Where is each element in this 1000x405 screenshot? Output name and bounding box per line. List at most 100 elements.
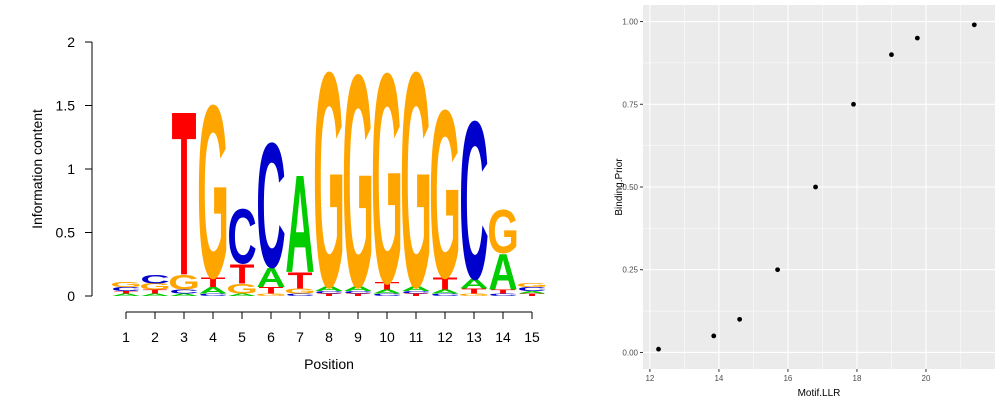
logo-letter-G: G [487,198,519,267]
logo-letter-A: A [459,276,488,292]
logo-letter-T: T [230,258,255,289]
logo-letter-T: T [288,268,313,294]
logo-y-tick-label: 2 [67,34,75,50]
scatter-x-tick-label: 20 [922,374,931,383]
logo-letter-G: G [313,10,345,352]
scatter-point [889,52,894,58]
logo-letter-T: T [201,275,226,291]
logo-letter-A: A [198,286,227,296]
logo-letter-C: C [517,286,546,292]
scatter-y-axis-label: Binding.Prior [614,158,625,216]
logo-letter-C: C [169,289,198,295]
logo-letter-G: G [284,287,316,295]
logo-letter-C: C [285,293,315,297]
logo-y-tick-label: 1 [67,161,75,177]
scatter-point [971,22,977,28]
logo-x-tick-label: 14 [495,329,511,345]
logo-x-tick-label: 1 [122,329,130,345]
scatter-y-tick-label: 0.75 [622,100,638,109]
logo-letter-C: C [459,75,488,327]
logo-letter-A: A [517,290,547,294]
logo-letter-C: C [343,290,373,294]
logo-letter-G: G [139,282,171,292]
logo-letter-A: A [401,285,430,293]
logo-letter-G: G [371,12,403,347]
logo-letter-C: C [488,293,518,297]
scatter-point [851,101,856,107]
logo-letter-C: C [401,290,431,294]
scatter-y-tick-label: 1.00 [622,18,638,27]
logo-letter-G: G [255,293,287,297]
scatter-plot-panel: 0.00 0.25 0.50 0.75 1.00 12 14 16 18 20 Motif.LLR B… [570,0,1000,400]
logo-letter-T: T [520,293,545,297]
logo-letter-A: A [227,293,257,297]
logo-letter-C: C [372,293,402,297]
logo-y-tick-label: 0 [67,288,75,304]
logo-letter-G: G [197,54,229,330]
logo-letter-G: G [400,10,432,352]
scatter-x-axis-label: Motif.LLR [798,388,841,399]
logo-x-tick-label: 8 [325,329,333,345]
logo-y-axis-label: Information content [29,109,45,229]
logo-x-tick-label: 12 [437,329,453,345]
logo-letter-A: A [140,293,170,297]
logo-y-tick-label: 1.5 [56,98,76,114]
logo-letter-G: G [516,283,548,289]
logo-letter-T: T [375,280,400,292]
logo-letter-A: A [488,243,517,301]
logo-letter-T: T [404,293,429,297]
logo-x-tick-label: 11 [409,329,424,345]
logo-letter-C: C [430,293,460,297]
logo-x-tick-label: 3 [180,329,188,345]
logo-letter-C: C [227,194,256,280]
logo-letter-A: A [430,289,459,295]
logo-x-tick-label: 13 [466,329,482,345]
logo-x-axis-label: Position [304,356,354,372]
logo-letter-C: C [256,107,285,306]
scatter-x-tick-label: 12 [645,374,654,383]
scatter-point [775,267,780,273]
logo-letter-T: T [172,63,197,325]
logo-letter-T: T [143,289,168,295]
logo-letter-T: T [462,287,487,295]
logo-letter-A: A [111,293,141,297]
logo-letter-T: T [114,290,139,294]
logo-letter-A: A [314,285,343,293]
logo-letter-A: A [256,262,285,293]
logo-letter-G: G [110,281,142,289]
logo-letter-A: A [372,289,401,295]
logo-letter-T: T [259,286,284,296]
logo-letter-G: G [429,61,461,329]
logo-x-tick-label: 15 [524,329,540,345]
logo-letter-G: G [342,11,374,350]
logo-letter-T: T [491,289,516,295]
logo-letter-A: A [343,285,372,293]
logo-letter-T: T [346,293,371,297]
scatter-x-tick-label: 18 [853,374,862,383]
logo-letter-A: A [285,146,314,302]
logo-letter-G: G [226,281,258,297]
scatter-y-tick-label: 0.25 [622,266,638,275]
logo-x-tick-label: 4 [209,329,217,345]
logo-letter-A: A [169,293,199,297]
logo-x-tick-label: 7 [296,329,304,345]
logo-x-tick-label: 5 [238,329,246,345]
scatter-y-tick-label: 0.50 [622,183,638,192]
scatter-point [656,346,661,352]
scatter-point [711,333,717,339]
logo-letter-T: T [317,293,342,297]
logo-x-tick-label: 2 [151,329,159,345]
logo-x-tick-label: 10 [379,329,395,345]
scatter-x-tick-label: 16 [783,374,792,383]
scatter-x-tick-label: 14 [714,374,723,383]
scatter-plot-chart: 0.00 0.25 0.50 0.75 1.00 12 14 16 18 20 Motif.LLR B… [614,5,995,399]
logo-letter-T: T [433,274,458,294]
logo-x-tick-label: 9 [354,329,362,345]
scatter-point [813,184,818,190]
logo-letter-C: C [111,286,140,292]
scatter-point [737,316,743,322]
logo-letter-C: C [198,293,228,297]
logo-letter-G: G [458,293,490,297]
